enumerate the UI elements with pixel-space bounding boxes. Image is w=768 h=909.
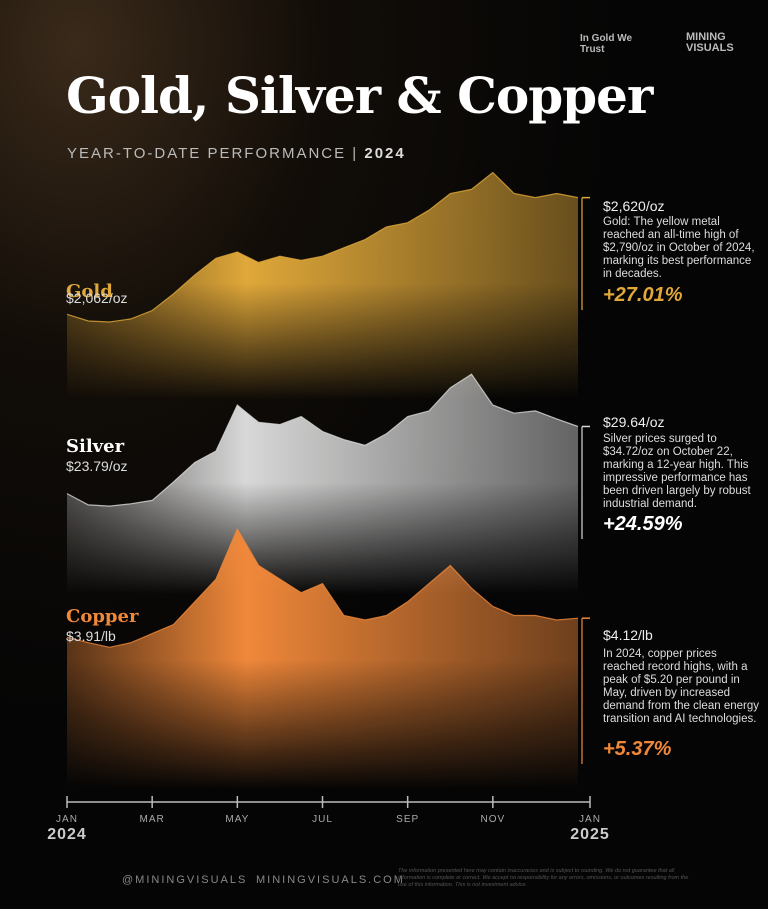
description: Gold: The yellow metal reached an all-ti…: [603, 216, 755, 280]
area: [67, 374, 578, 595]
area-edge: [66, 527, 579, 648]
x-tick-label: JAN: [56, 814, 78, 825]
area: [67, 172, 578, 400]
area-edge: [66, 171, 579, 323]
series-name: Copper: [66, 606, 139, 627]
change: +5.37%: [603, 738, 672, 760]
start-label: $3.91/lb: [66, 628, 116, 644]
logo: In Gold We Trust: [580, 33, 633, 55]
x-tick-label: NOV: [480, 814, 506, 825]
subtitle: YEAR-TO-DATE PERFORMANCE | 2024: [67, 145, 406, 162]
title: Gold, Silver & Copper: [66, 66, 653, 125]
subtitle-year: 2024: [364, 145, 406, 162]
x-tick-label: JAN: [579, 814, 601, 825]
end-label: $29.64/oz: [603, 414, 665, 430]
area: [67, 529, 578, 790]
description: In 2024, copper prices reached record hi…: [603, 648, 759, 725]
end-label: $4.12/lb: [603, 627, 653, 643]
disclaimer: The information presented here may conta…: [398, 868, 689, 888]
series-name: Gold: [66, 281, 113, 302]
change: +24.59%: [603, 513, 683, 535]
series-name: Silver: [66, 436, 125, 457]
start-year: 2024: [47, 826, 87, 843]
x-tick-label: JUL: [312, 814, 333, 825]
website: MININGVISUALS.COM: [256, 874, 405, 886]
logo: MINING VISUALS: [686, 31, 734, 54]
social: @MININGVISUALS: [122, 874, 248, 886]
end-label: $2,620/oz: [603, 198, 665, 214]
area-edge: [66, 373, 579, 507]
start-label: $23.79/oz: [66, 458, 128, 474]
end-year: 2025: [570, 826, 610, 843]
x-tick-label: MAY: [225, 814, 250, 825]
start-label: $2,062/oz: [66, 290, 128, 306]
change: +27.01%: [603, 284, 683, 306]
description: Silver prices surged to $34.72/oz on Oct…: [603, 433, 751, 510]
x-tick-label: MAR: [139, 814, 165, 825]
subtitle-text: YEAR-TO-DATE PERFORMANCE: [67, 145, 347, 162]
x-tick-label: SEP: [396, 814, 420, 825]
